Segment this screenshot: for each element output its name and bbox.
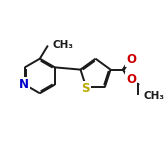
Text: CH₃: CH₃: [53, 40, 74, 50]
Text: O: O: [126, 53, 136, 66]
Text: S: S: [81, 81, 90, 95]
Text: O: O: [126, 73, 136, 86]
Text: N: N: [19, 78, 29, 91]
Text: CH₃: CH₃: [144, 91, 165, 101]
